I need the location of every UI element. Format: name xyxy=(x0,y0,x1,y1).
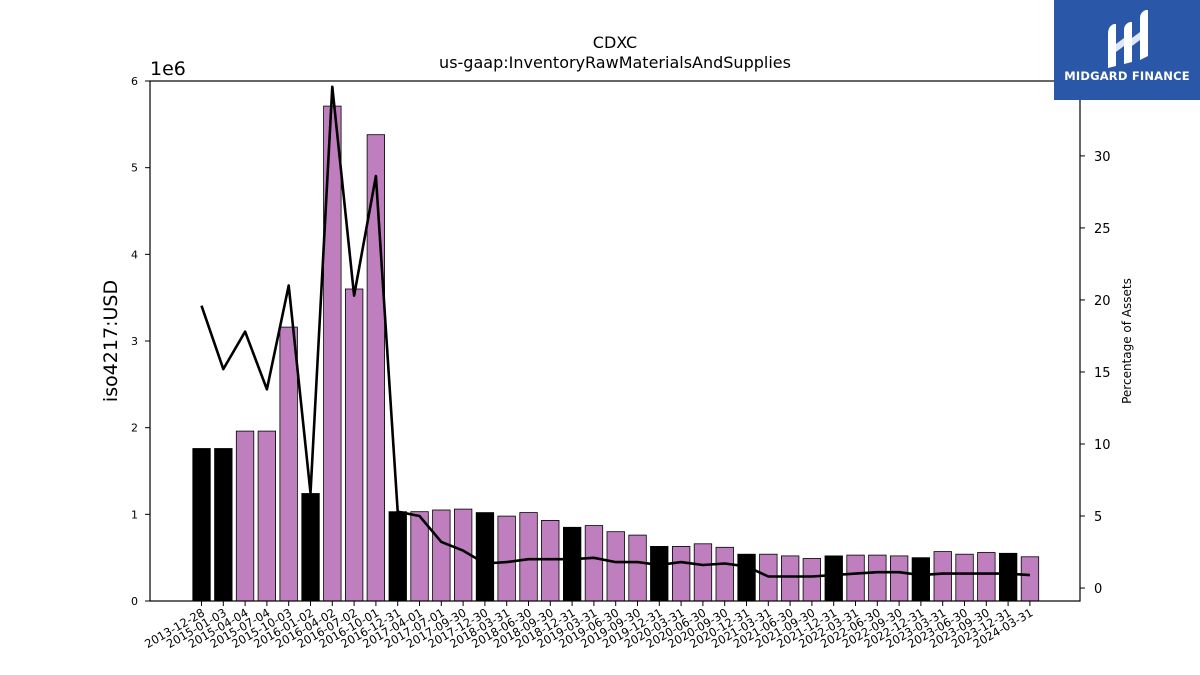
bar-2023-12-31 xyxy=(999,552,1018,602)
y-tick-label: 0 xyxy=(131,595,138,608)
bar-2021-06-30 xyxy=(781,555,800,602)
y2-axis-label: Percentage of Assets xyxy=(1120,278,1134,404)
bar-2020-06-30 xyxy=(693,543,713,602)
y-tick-label: 6 xyxy=(131,75,138,88)
y-tick-label: 1 xyxy=(131,508,138,521)
bar-2018-03-31 xyxy=(497,515,516,602)
y-tick-label: 5 xyxy=(131,162,138,175)
bar-2020-09-30 xyxy=(715,546,734,602)
line-layer xyxy=(200,85,1030,578)
bar-2016-01-02 xyxy=(301,493,320,602)
y2-tick-label: 0 xyxy=(1094,582,1102,597)
y-axis-label: iso4217:USD xyxy=(100,280,122,402)
bar-2016-07-02 xyxy=(344,288,364,602)
bar-2023-09-30 xyxy=(977,552,996,602)
y-tick-label: 2 xyxy=(131,422,138,435)
y-tick-label: 4 xyxy=(131,248,138,261)
bar-2024-03-31 xyxy=(1020,556,1040,602)
bar-2015-04-04 xyxy=(235,430,255,602)
bar-2015-10-03 xyxy=(279,326,298,602)
bar-2022-12-31 xyxy=(911,557,930,602)
bar-2019-09-30 xyxy=(628,534,647,602)
axes-layer xyxy=(145,80,1085,606)
bar-2022-09-30 xyxy=(890,555,909,602)
y2-tick-label: 15 xyxy=(1094,366,1111,381)
bar-2015-01-03 xyxy=(214,448,233,602)
bar-2017-12-30 xyxy=(475,512,495,602)
chart-title: CDXC xyxy=(593,33,637,52)
logo-text: MIDGARD FINANCE xyxy=(1064,69,1190,83)
bar-2021-12-31 xyxy=(824,555,843,602)
brand-logo: MIDGARD FINANCE xyxy=(1054,0,1200,100)
bar-2018-09-30 xyxy=(541,520,560,602)
bar-2019-12-31 xyxy=(650,546,669,602)
bar-2019-03-31 xyxy=(584,525,604,602)
bar-2017-07-01 xyxy=(432,509,451,602)
bar-2020-03-31 xyxy=(672,546,691,602)
bar-2020-12-31 xyxy=(737,553,756,602)
y-tick-label: 3 xyxy=(131,335,138,348)
bar-2018-12-31 xyxy=(563,526,582,602)
y2-tick-label: 5 xyxy=(1094,510,1102,525)
bar-2023-06-30 xyxy=(955,553,974,602)
logo-mark-icon xyxy=(1108,10,1148,68)
percentage-line xyxy=(200,85,1030,578)
bar-2018-06-30 xyxy=(519,512,538,602)
bar-2021-09-30 xyxy=(802,558,821,602)
y2-tick-label: 30 xyxy=(1094,150,1111,165)
bar-2023-03-31 xyxy=(933,551,952,602)
bars-layer xyxy=(192,105,1040,602)
bar-2016-12-31 xyxy=(388,511,407,602)
bar-2022-06-30 xyxy=(868,554,887,602)
bar-2022-03-31 xyxy=(846,554,865,602)
y2-tick-label: 25 xyxy=(1094,222,1111,237)
y2-tick-label: 20 xyxy=(1094,294,1111,309)
y2-tick-label: 10 xyxy=(1094,438,1111,453)
bar-2013-12-28 xyxy=(192,448,211,602)
bar-2019-06-30 xyxy=(606,531,625,602)
bar-2015-07-04 xyxy=(257,430,277,602)
y-scale-label: 1e6 xyxy=(150,58,186,80)
chart-subtitle: us-gaap:InventoryRawMaterialsAndSupplies xyxy=(439,53,791,72)
